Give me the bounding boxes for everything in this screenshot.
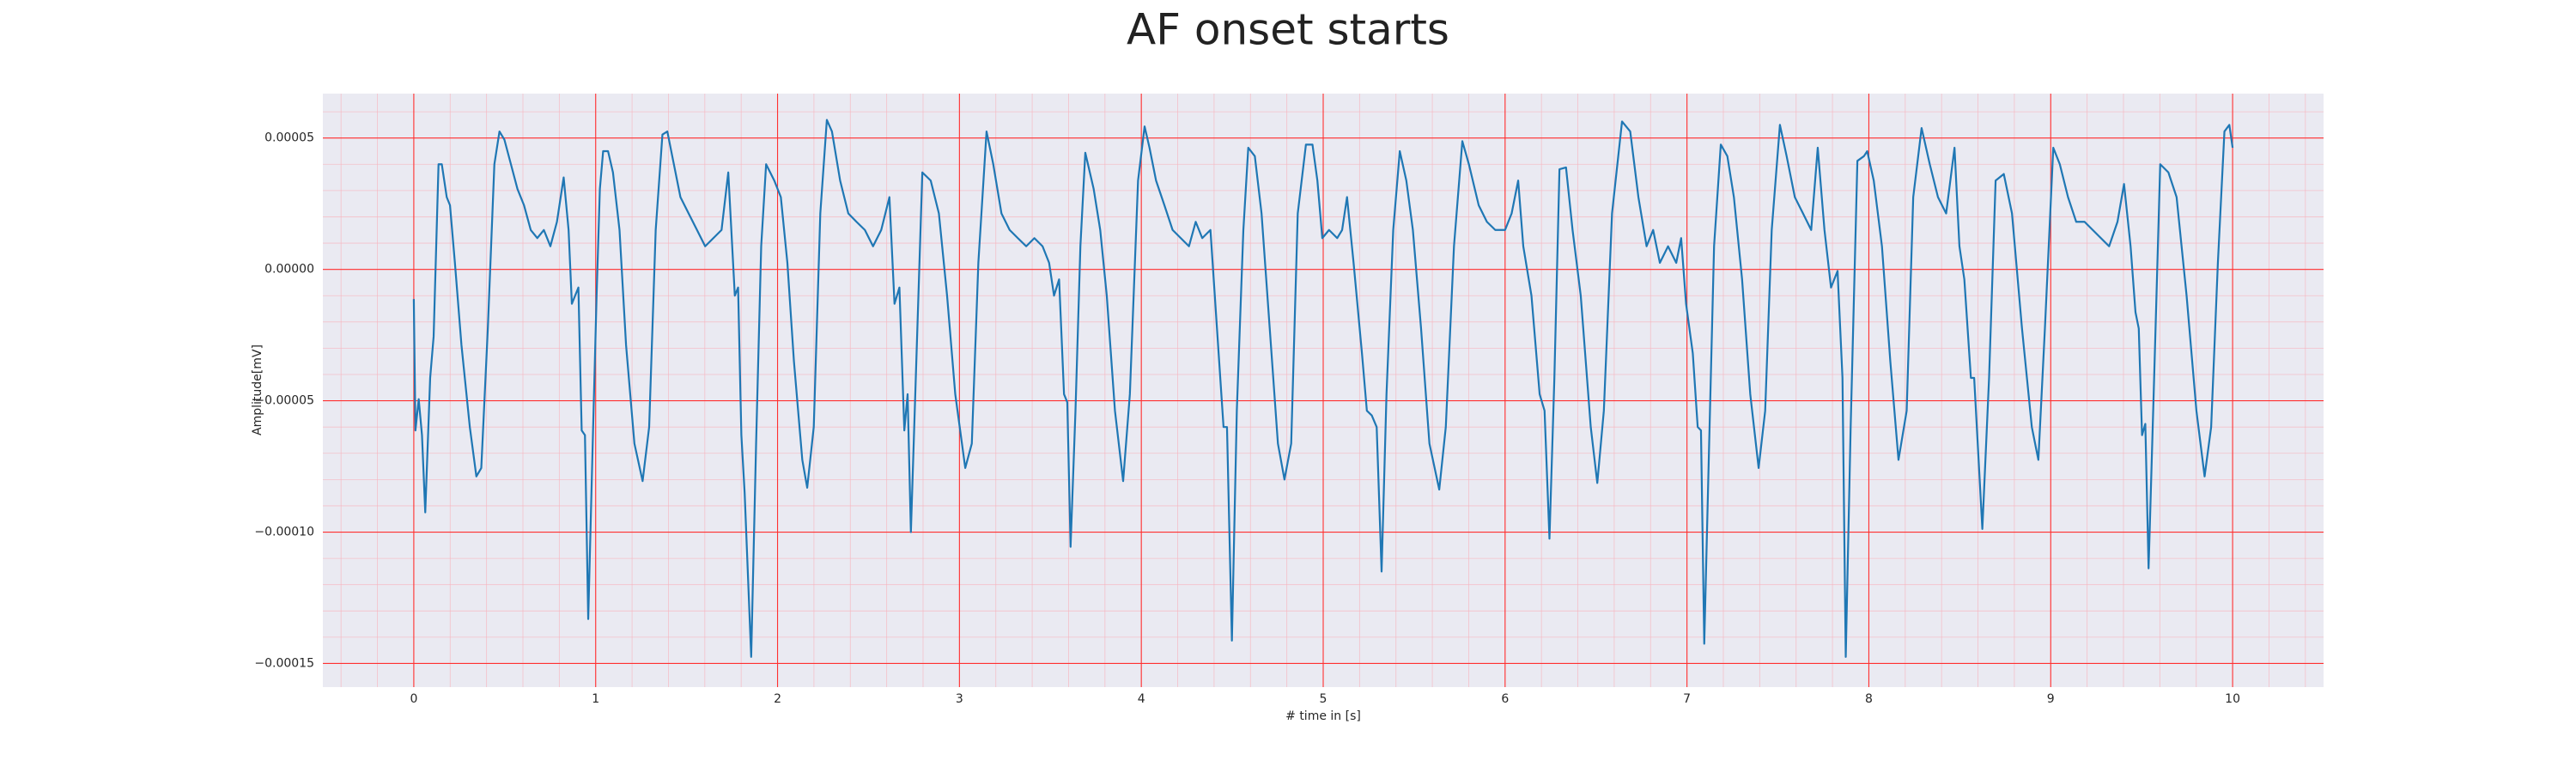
y-tick-label: −0.00010 <box>254 526 314 539</box>
x-tick-label: 9 <box>2047 692 2055 706</box>
grid <box>323 94 2324 687</box>
x-tick-label: 0 <box>410 692 417 706</box>
chart-title: AF onset starts <box>1127 5 1449 55</box>
x-tick-label: 6 <box>1501 692 1509 706</box>
signal-line <box>412 119 2234 658</box>
y-tick-label: 0.00005 <box>264 131 314 145</box>
marks <box>412 119 2234 658</box>
x-tick-label: 2 <box>774 692 781 706</box>
labels: 0 1 2 3 4 5 6 7 8 9 10 −0.00015 −0.00010 −0.00005 0.00… <box>254 131 2240 706</box>
x-tick-label: 7 <box>1683 692 1691 706</box>
x-tick-label: 3 <box>956 692 963 706</box>
x-tick-label: 5 <box>1320 692 1327 706</box>
x-tick-label: 8 <box>1865 692 1873 706</box>
y-tick-label: 0.00000 <box>264 263 314 277</box>
x-axis-label: # time in [s] <box>1285 709 1361 723</box>
x-tick-label: 1 <box>592 692 599 706</box>
y-tick-label: −0.00005 <box>254 394 314 408</box>
y-tick-label: −0.00015 <box>254 656 314 670</box>
y-axis-label: Amplitude[mV] <box>251 344 264 435</box>
x-tick-label: 4 <box>1138 692 1145 706</box>
x-tick-label: 10 <box>2225 692 2240 706</box>
